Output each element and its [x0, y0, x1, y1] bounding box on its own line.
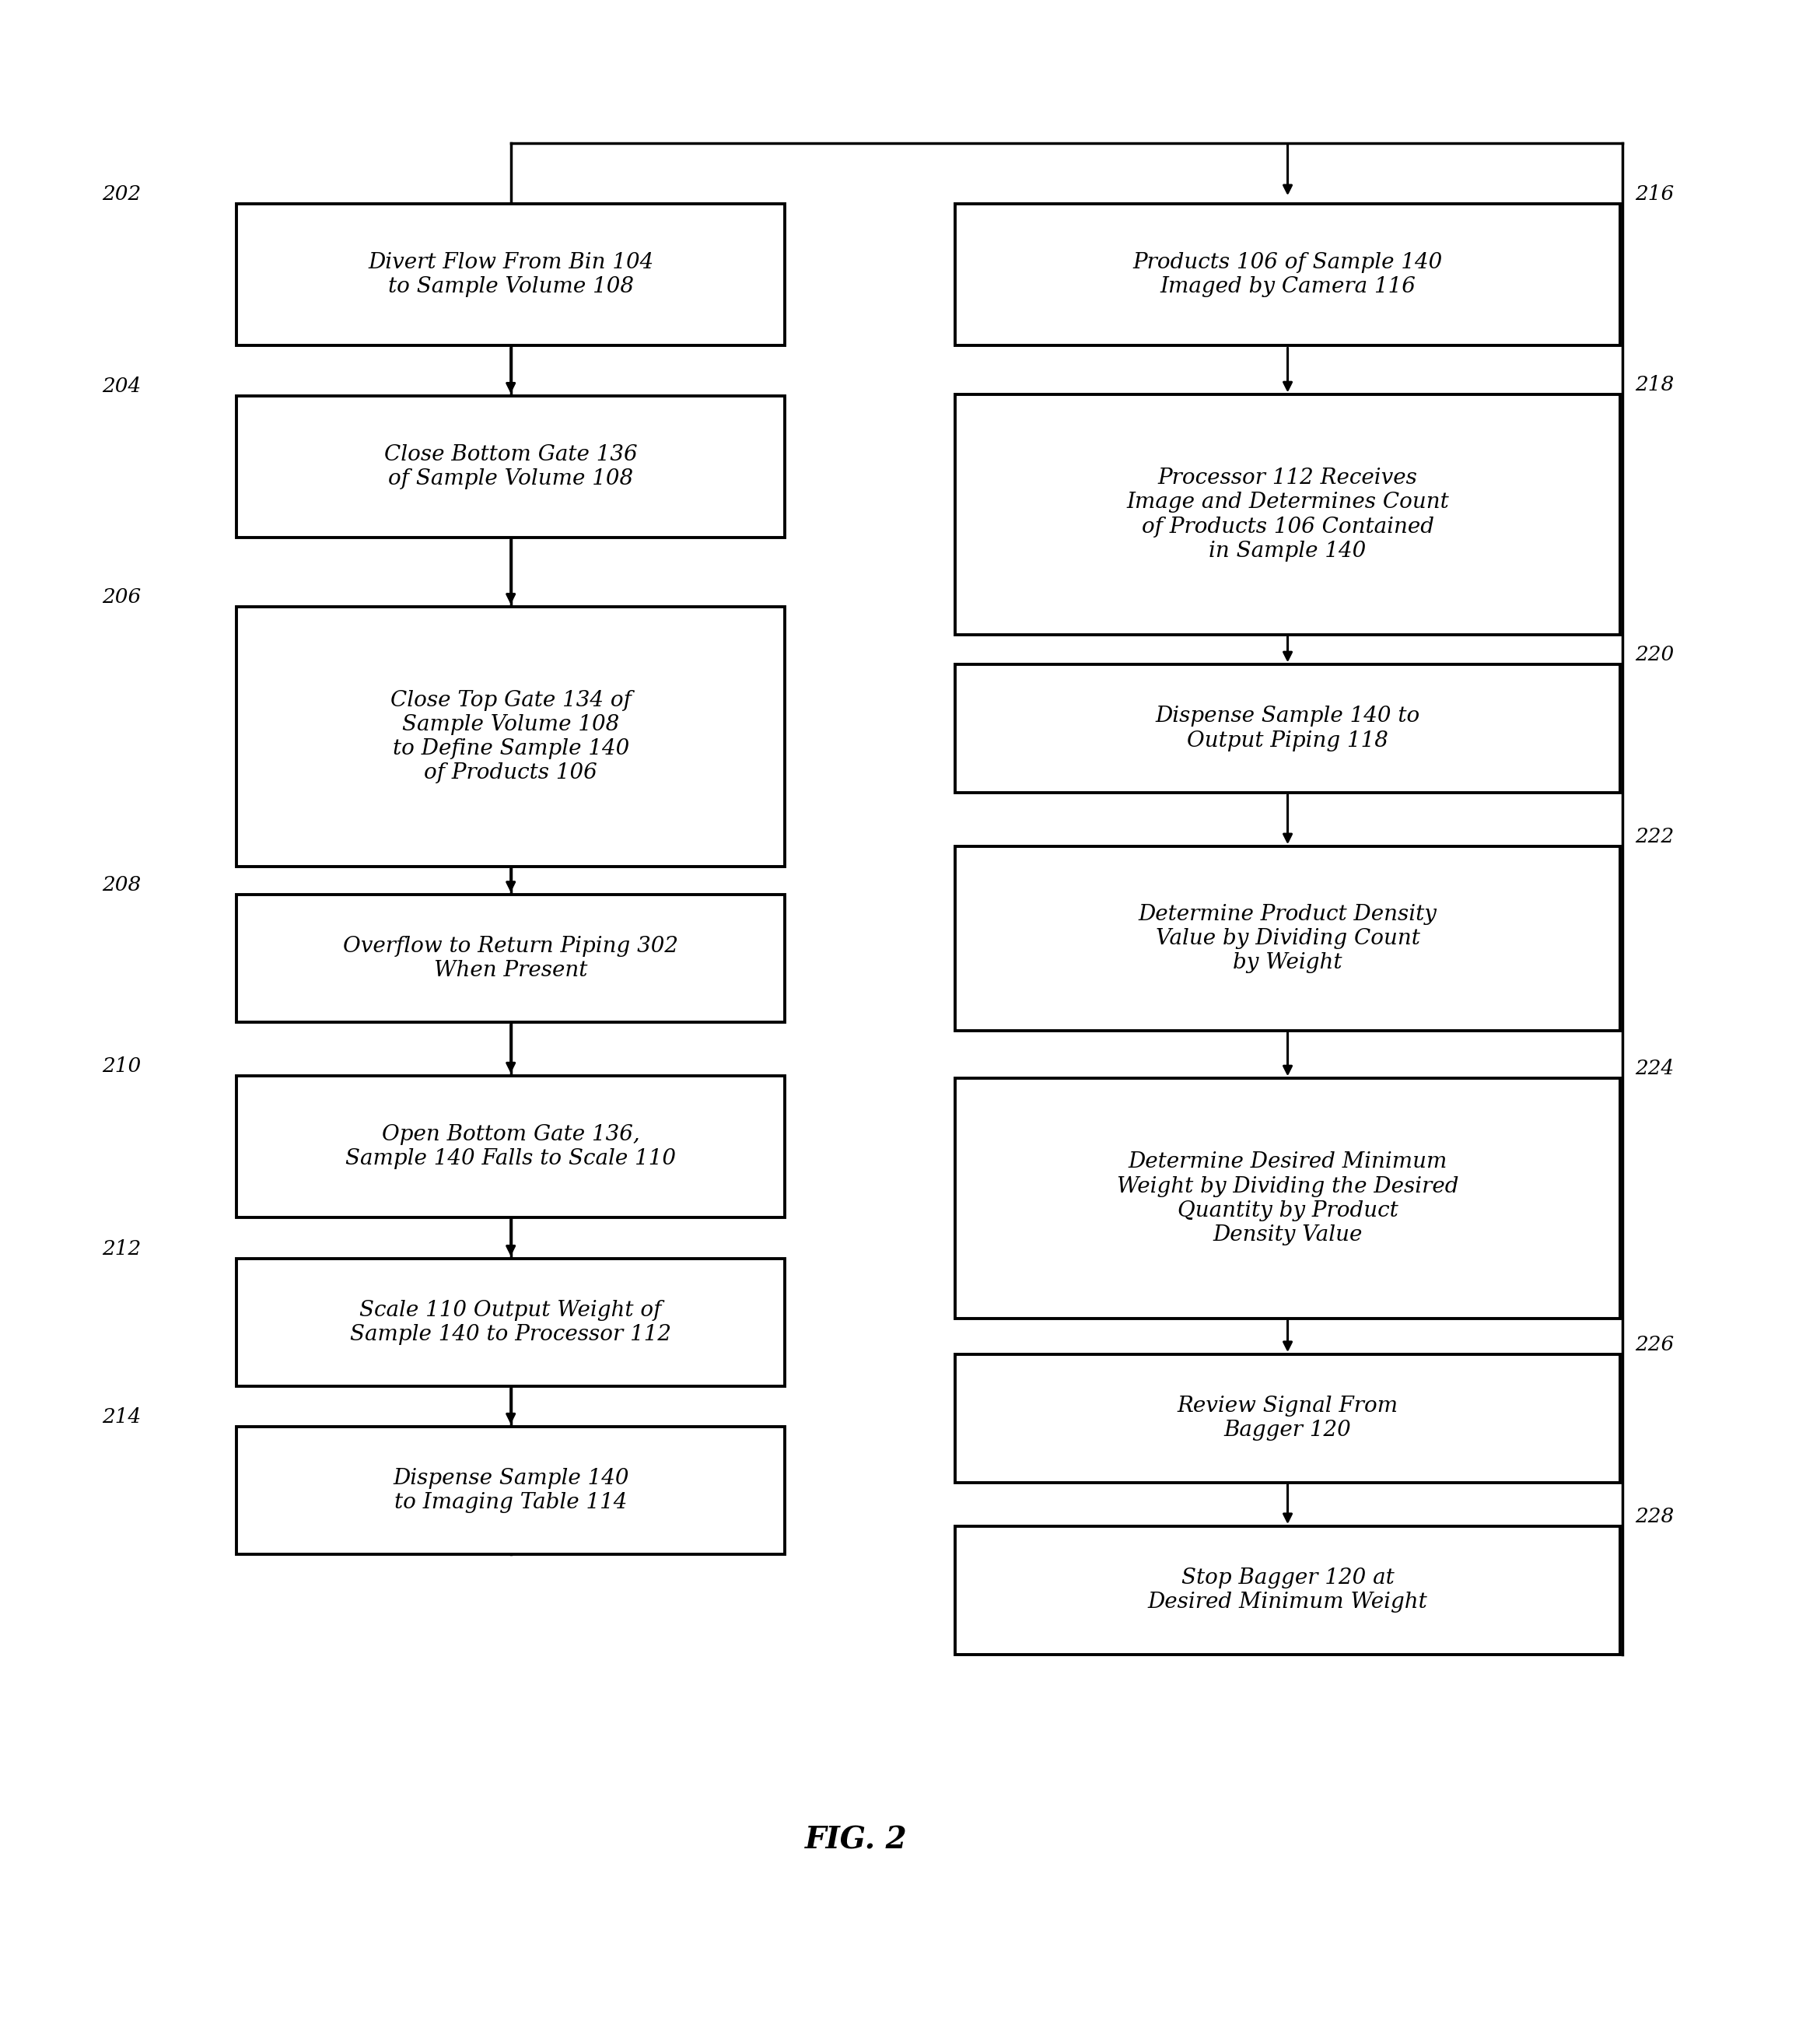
Bar	[956, 394, 1620, 635]
Text: Determine Desired Minimum
Weight by Dividing the Desired
Quantity by Product
Den: Determine Desired Minimum Weight by Divi…	[1117, 1152, 1458, 1245]
Text: 216: 216	[1634, 184, 1674, 204]
Bar	[237, 606, 784, 867]
Bar	[237, 1259, 784, 1386]
Text: Open Bottom Gate 136,
Sample 140 Falls to Scale 110: Open Bottom Gate 136, Sample 140 Falls t…	[346, 1124, 675, 1168]
Bar	[956, 665, 1620, 792]
Text: Divert Flow From Bin 104
to Sample Volume 108: Divert Flow From Bin 104 to Sample Volum…	[368, 253, 653, 297]
Text: 206: 206	[102, 588, 140, 606]
Text: Products 106 of Sample 140
Imaged by Camera 116: Products 106 of Sample 140 Imaged by Cam…	[1132, 253, 1443, 297]
Text: 224: 224	[1634, 1059, 1674, 1079]
Text: Dispense Sample 140
to Imaging Table 114: Dispense Sample 140 to Imaging Table 114	[393, 1467, 628, 1514]
Bar	[237, 1427, 784, 1554]
Bar	[956, 847, 1620, 1031]
Text: 202: 202	[102, 184, 140, 204]
Text: 204: 204	[102, 376, 140, 396]
Text: 212: 212	[102, 1239, 140, 1259]
Bar	[237, 396, 784, 538]
Text: Processor 112 Receives
Image and Determines Count
of Products 106 Contained
in S: Processor 112 Receives Image and Determi…	[1127, 467, 1449, 562]
Text: 218: 218	[1634, 376, 1674, 394]
Text: 208: 208	[102, 875, 140, 895]
Bar	[237, 204, 784, 346]
Text: Overflow to Return Piping 302
When Present: Overflow to Return Piping 302 When Prese…	[344, 936, 679, 980]
Text: Scale 110 Output Weight of
Sample 140 to Processor 112: Scale 110 Output Weight of Sample 140 to…	[349, 1300, 672, 1346]
Text: 220: 220	[1634, 645, 1674, 665]
Text: 214: 214	[102, 1407, 140, 1427]
Text: Close Bottom Gate 136
of Sample Volume 108: Close Bottom Gate 136 of Sample Volume 1…	[384, 445, 637, 489]
Text: FIG. 2: FIG. 2	[804, 1825, 906, 1855]
Bar	[956, 204, 1620, 346]
Text: Dispense Sample 140 to
Output Piping 118: Dispense Sample 140 to Output Piping 118	[1156, 705, 1420, 752]
Bar	[237, 1075, 784, 1217]
Bar	[956, 1526, 1620, 1655]
Bar	[237, 895, 784, 1023]
Text: 226: 226	[1634, 1336, 1674, 1354]
Text: 222: 222	[1634, 827, 1674, 847]
Bar	[956, 1079, 1620, 1318]
Text: 228: 228	[1634, 1508, 1674, 1526]
Text: Review Signal From
Bagger 120: Review Signal From Bagger 120	[1178, 1397, 1398, 1441]
Text: 210: 210	[102, 1057, 140, 1075]
Text: Determine Product Density
Value by Dividing Count
by Weight: Determine Product Density Value by Divid…	[1138, 903, 1438, 974]
Bar	[956, 1354, 1620, 1481]
Text: Stop Bagger 120 at
Desired Minimum Weight: Stop Bagger 120 at Desired Minimum Weigh…	[1148, 1568, 1427, 1613]
Text: Close Top Gate 134 of
Sample Volume 108
to Define Sample 140
of Products 106: Close Top Gate 134 of Sample Volume 108 …	[389, 689, 632, 784]
